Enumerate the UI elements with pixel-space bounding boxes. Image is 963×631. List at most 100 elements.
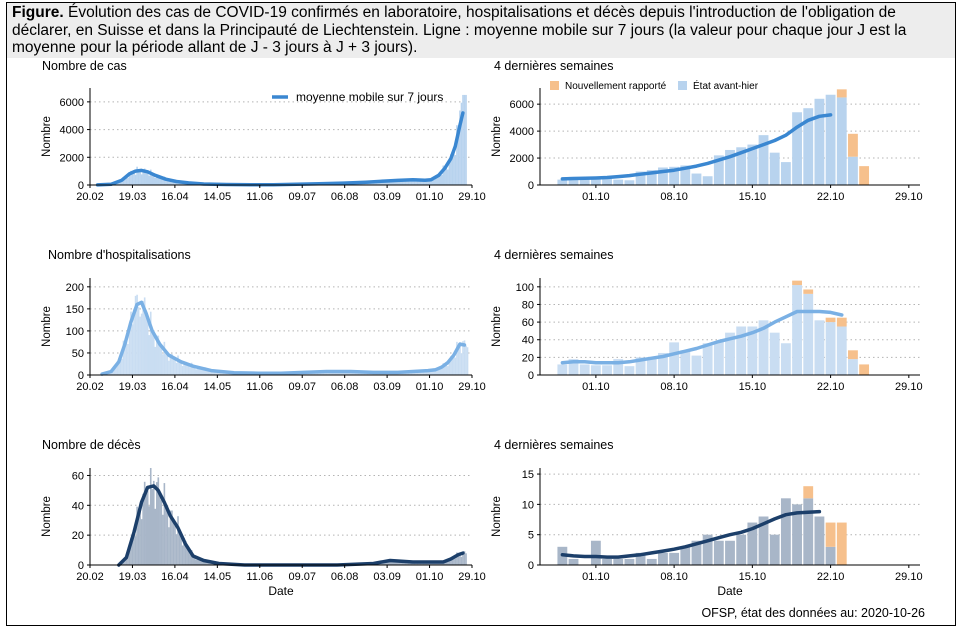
y-tick-label: 200: [66, 282, 84, 294]
y-tick-label: 150: [66, 304, 84, 316]
bar-avant-hier: [635, 171, 646, 185]
x-tick-label: 29.10: [895, 381, 923, 393]
y-tick-label: 10: [522, 499, 534, 511]
daily-bar: [155, 175, 158, 185]
daily-bar: [372, 182, 375, 185]
x-tick-label: 19.03: [119, 571, 147, 583]
daily-bar: [393, 560, 396, 565]
daily-bar: [125, 175, 128, 185]
daily-bar: [127, 344, 129, 375]
x-tick-label: 09.07: [288, 191, 316, 203]
x-tick-label: 01.10: [416, 191, 444, 203]
bar-avant-hier: [680, 546, 691, 565]
daily-bar: [172, 358, 175, 375]
daily-bar: [137, 307, 140, 375]
daily-bar: [125, 336, 128, 375]
daily-bar: [456, 341, 458, 375]
daily-bar: [428, 178, 431, 185]
daily-bar: [436, 367, 439, 375]
daily-bar: [462, 341, 464, 375]
y-tick-label: 0: [78, 560, 84, 572]
bar-avant-hier: [635, 552, 646, 565]
daily-bar: [157, 477, 160, 565]
daily-bar: [155, 335, 158, 375]
bar-avant-hier: [825, 322, 836, 375]
daily-bar: [395, 179, 398, 185]
y-tick-label: 4000: [60, 125, 84, 137]
daily-bar: [196, 366, 199, 375]
daily-bar: [457, 134, 460, 185]
daily-bar: [152, 480, 155, 565]
daily-bar: [115, 365, 117, 375]
bar-avant-hier: [814, 98, 825, 185]
daily-bar: [171, 510, 173, 565]
daily-bar: [445, 363, 448, 375]
daily-bar: [146, 490, 149, 565]
daily-bar: [392, 181, 395, 185]
x-tick-label: 01.10: [416, 571, 444, 583]
bar-avant-hier: [613, 179, 624, 185]
daily-bar: [207, 369, 210, 375]
daily-bar: [442, 165, 445, 185]
daily-bar: [180, 360, 182, 375]
y-tick-label: 0: [528, 370, 534, 382]
daily-bar: [378, 182, 381, 185]
x-tick-label: 22.10: [817, 191, 845, 203]
daily-bar: [424, 180, 426, 185]
daily-bar: [151, 174, 154, 185]
bar-avant-hier: [691, 540, 702, 565]
daily-bar: [389, 560, 392, 565]
daily-bar: [392, 561, 395, 565]
daily-bar: [160, 500, 163, 565]
daily-bar: [419, 181, 422, 185]
daily-bar: [168, 181, 170, 185]
daily-bar: [437, 368, 440, 375]
daily-bar: [450, 356, 452, 375]
daily-bar: [165, 179, 167, 185]
x-tick-label: 09.07: [288, 381, 316, 393]
bar-avant-hier: [747, 326, 758, 375]
bar-avant-hier: [758, 516, 769, 565]
daily-bar: [219, 371, 222, 375]
bar-nouvellement-rapporte: [836, 317, 847, 327]
x-tick-label: 01.10: [582, 191, 610, 203]
bar-avant-hier: [568, 558, 579, 565]
daily-bar: [222, 372, 225, 375]
daily-bars: [96, 94, 467, 185]
daily-bar: [149, 311, 152, 375]
daily-bar: [462, 94, 464, 185]
daily-bar: [163, 341, 166, 375]
daily-bar: [146, 320, 149, 375]
y-tick-label: 0: [78, 370, 84, 382]
bar-avant-hier: [836, 97, 847, 185]
daily-bar: [128, 173, 131, 185]
daily-bar: [145, 493, 147, 565]
y-axis-label: Nombre: [41, 116, 53, 157]
bar-nouvellement-rapporte: [848, 133, 858, 157]
daily-bar: [183, 537, 185, 565]
daily-bar: [169, 179, 172, 185]
bar-avant-hier: [792, 504, 802, 565]
bar-avant-hier: [725, 149, 735, 185]
panel-title: Nombre d'hospitalisations: [48, 248, 191, 262]
daily-bar: [133, 533, 135, 565]
daily-bar: [400, 562, 402, 565]
y-tick-label: 6000: [60, 97, 84, 109]
daily-bar: [406, 562, 408, 565]
daily-bar: [453, 356, 455, 375]
caption-label: Figure.: [12, 4, 64, 21]
daily-bar: [119, 180, 122, 185]
daily-bar: [384, 181, 387, 185]
daily-bar: [177, 355, 179, 375]
daily-bar: [196, 556, 199, 565]
bar-avant-hier: [848, 156, 858, 185]
bar-avant-hier: [658, 167, 668, 185]
daily-bar: [118, 362, 120, 375]
daily-bar: [193, 366, 196, 375]
x-tick-label: 03.09: [373, 191, 401, 203]
panel-title: 4 dernières semaines: [494, 438, 614, 452]
bars: [557, 89, 870, 185]
daily-bar: [124, 177, 126, 185]
chart-cases_4w: 4 dernières semaines Nombre 0 2000 4000 6000 0…: [491, 59, 923, 203]
